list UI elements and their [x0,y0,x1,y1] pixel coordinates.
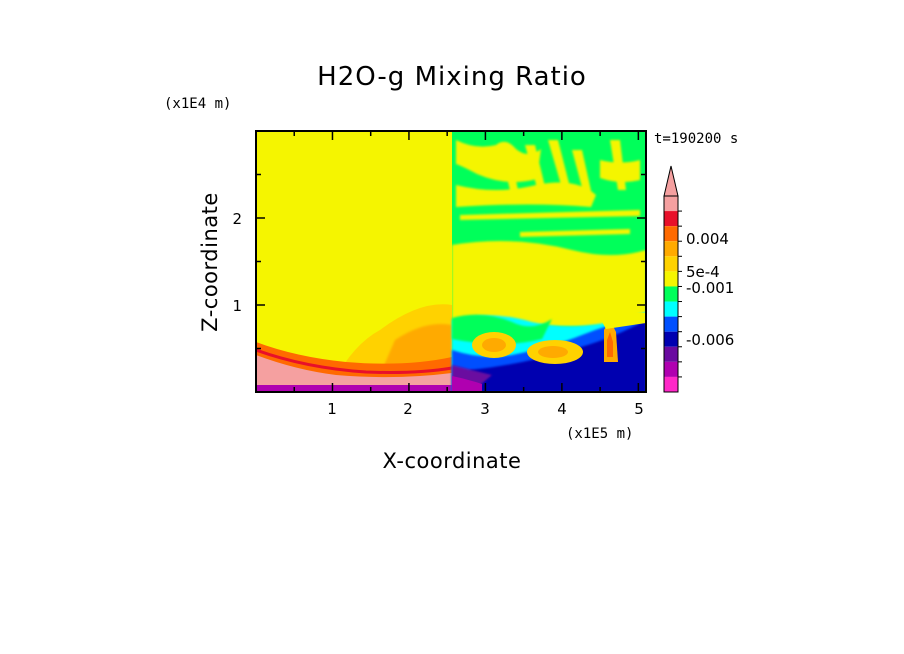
colorbar-segment [664,256,678,272]
colorbar-segment [664,226,678,242]
colorbar-segment [664,271,678,287]
right-magenta [452,376,482,392]
colorbar-segment [664,346,678,362]
y-tick-label: 2 [232,210,242,228]
x-axis-label: X-coordinate [383,449,522,473]
colorbar-segment [664,361,678,377]
axis-ticks [255,130,646,393]
colorbar-segment [664,196,678,212]
colorbar [663,165,682,393]
colorbar-frame [663,195,679,393]
x-scale-label: (x1E5 m) [566,426,633,442]
mid-yellow-layer [452,241,646,335]
x-tick-label: 4 [557,400,567,418]
colorbar-label: 0.004 [686,230,729,248]
colorbar-label: 5e-4 [686,263,720,281]
y-axis-label: Z-coordinate [198,192,222,332]
x-tick-labels: 1 2 3 4 5 [327,400,644,418]
left-surface-strip [256,385,452,392]
left-pink-base [256,355,452,392]
colorbar-labels: 0.004 5e-4 -0.001 -0.006 [686,230,734,349]
upper-yellow-streaks [456,140,640,237]
colorbar-segment [664,286,678,302]
time-label: t=190200 s [654,131,738,147]
heatmap-field [256,131,646,392]
y-tick-label: 1 [232,297,242,315]
right-green-band [452,314,552,344]
colorbar-segment [664,316,678,332]
right-yellow-patch [600,313,646,329]
orange-blob-2-core [538,346,568,358]
colorbar-label: -0.001 [686,279,734,297]
colorbar-label: -0.006 [686,331,734,349]
y-tick-labels: 1 2 [232,210,242,315]
x-tick-label: 5 [634,400,644,418]
orange-blob-1-core [482,338,506,352]
left-red-line [256,348,453,374]
colorbar-segment [664,241,678,257]
x-tick-label: 1 [327,400,337,418]
colorbar-extend-arrow [663,165,679,197]
colorbar-segment [664,301,678,317]
colorbar-segment [664,376,678,392]
red-plume [607,332,613,357]
chart-title: H2O-g Mixing Ratio [317,62,587,92]
colorbar-segment [664,331,678,347]
colorbar-segment [664,211,678,227]
x-tick-label: 2 [403,400,413,418]
x-tick-label: 3 [480,400,490,418]
y-scale-label: (x1E4 m) [164,96,231,112]
